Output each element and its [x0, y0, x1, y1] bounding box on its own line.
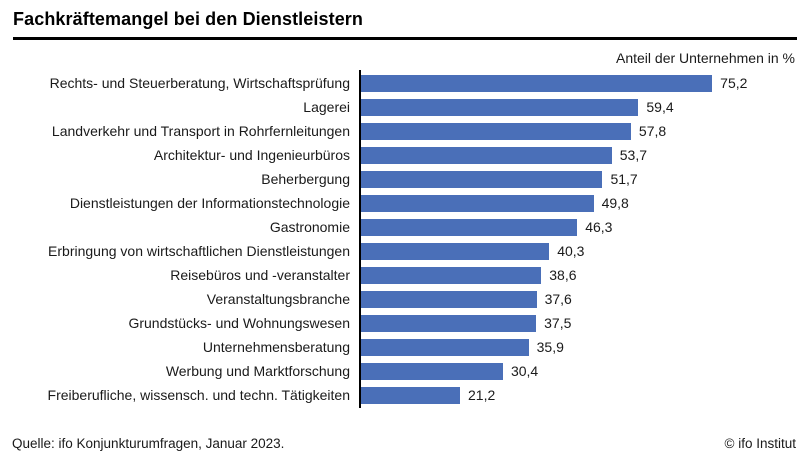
bar-area: 53,7 [361, 146, 808, 164]
bar [361, 314, 537, 332]
chart-row: Landverkehr und Transport in Rohrfernlei… [0, 119, 808, 143]
unit-label: Anteil der Unternehmen in % [616, 50, 795, 66]
chart-row: Architektur- und Ingenieurbüros 53,7 [0, 143, 808, 167]
chart-row: Werbung und Marktforschung 30,4 [0, 359, 808, 383]
chart-footer: Quelle: ifo Konjunkturumfragen, Januar 2… [12, 436, 796, 451]
bar [361, 74, 713, 92]
chart-rows: Rechts- und Steuerberatung, Wirtschaftsp… [0, 71, 808, 407]
category-label: Erbringung von wirtschaftlichen Dienstle… [48, 243, 350, 259]
bar [361, 242, 550, 260]
bar-area: 59,4 [361, 98, 808, 116]
bar-area: 21,2 [361, 386, 808, 404]
category-label: Unternehmensberatung [202, 339, 350, 355]
value-label: 53,7 [619, 147, 648, 163]
bar-area: 30,4 [361, 362, 808, 380]
bar [361, 290, 537, 308]
bar [361, 362, 503, 380]
category-label: Beherbergung [261, 171, 350, 187]
chart-row: Erbringung von wirtschaftlichen Dienstle… [0, 239, 808, 263]
value-label: 57,8 [638, 123, 667, 139]
title-divider [13, 37, 797, 40]
chart-row: Rechts- und Steuerberatung, Wirtschaftsp… [0, 71, 808, 95]
chart-row: Freiberufliche, wissensch. und techn. Tä… [0, 383, 808, 407]
bar-area: 35,9 [361, 338, 808, 356]
bar-chart: Rechts- und Steuerberatung, Wirtschaftsp… [0, 70, 808, 408]
bar-area: 37,5 [361, 314, 808, 332]
bar [361, 122, 631, 140]
value-label: 51,7 [610, 171, 638, 187]
category-label: Grundstücks- und Wohnungswesen [128, 315, 350, 331]
bar-area: 49,8 [361, 194, 808, 212]
category-label: Dienstleistungen der Informationstechnol… [69, 195, 350, 211]
bar-area: 75,2 [361, 74, 808, 92]
category-label: Gastronomie [269, 219, 350, 235]
category-label: Rechts- und Steuerberatung, Wirtschaftsp… [49, 75, 350, 91]
value-label: 40,3 [557, 243, 585, 259]
source-note: Quelle: ifo Konjunkturumfragen, Januar 2… [12, 436, 285, 451]
category-label: Landverkehr und Transport in Rohrfernlei… [51, 123, 350, 139]
category-label: Freiberufliche, wissensch. und techn. Tä… [47, 387, 350, 403]
bar [361, 146, 612, 164]
bar [361, 98, 639, 116]
chart-row: Grundstücks- und Wohnungswesen 37,5 [0, 311, 808, 335]
bar [361, 386, 460, 404]
chart-row: Lagerei 59,4 [0, 95, 808, 119]
y-axis-line [359, 70, 361, 408]
value-label: 30,4 [510, 363, 539, 379]
value-label: 59,4 [646, 99, 674, 115]
bar [361, 338, 529, 356]
chart-title: Fachkräftemangel bei den Dienstleistern [13, 9, 364, 29]
bar [361, 170, 603, 188]
bar-area: 51,7 [361, 170, 808, 188]
bar-area: 40,3 [361, 242, 808, 260]
chart-row: Reisebüros und -veranstalter 38,6 [0, 263, 808, 287]
value-label: 38,6 [549, 267, 577, 283]
category-label: Reisebüros und -veranstalter [170, 267, 350, 283]
chart-header: Fachkräftemangel bei den Dienstleistern [0, 0, 808, 30]
bar [361, 218, 578, 236]
value-label: 35,9 [536, 339, 564, 355]
category-label: Architektur- und Ingenieurbüros [153, 147, 350, 163]
value-label: 75,2 [720, 75, 748, 91]
bar-area: 37,6 [361, 290, 808, 308]
bar-area: 38,6 [361, 266, 808, 284]
value-label: 21,2 [468, 387, 496, 403]
category-label: Veranstaltungsbranche [206, 291, 350, 307]
chart-row: Unternehmensberatung 35,9 [0, 335, 808, 359]
chart-row: Dienstleistungen der Informationstechnol… [0, 191, 808, 215]
bar-area: 46,3 [361, 218, 808, 236]
value-label: 49,8 [601, 195, 629, 211]
bar-area: 57,8 [361, 122, 808, 140]
value-label: 37,5 [544, 315, 572, 331]
chart-row: Gastronomie 46,3 [0, 215, 808, 239]
bar [361, 266, 542, 284]
unit-label-row: Anteil der Unternehmen in % [0, 40, 808, 66]
bar [361, 194, 594, 212]
chart-row: Beherbergung 51,7 [0, 167, 808, 191]
value-label: 37,6 [544, 291, 572, 307]
value-label: 46,3 [585, 219, 613, 235]
chart-row: Veranstaltungsbranche 37,6 [0, 287, 808, 311]
copyright-note: © ifo Institut [724, 436, 796, 451]
category-label: Lagerei [303, 99, 350, 115]
category-label: Werbung und Marktforschung [165, 363, 350, 379]
